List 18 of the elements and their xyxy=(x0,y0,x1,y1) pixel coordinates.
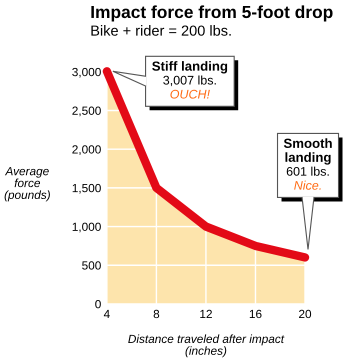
y-tick-label: 2,500 xyxy=(72,106,101,116)
y-axis-title: Average force (pounds) xyxy=(4,167,50,202)
x-tick-label: 16 xyxy=(250,310,262,318)
x-axis-title: Distance traveled after impact (inches) xyxy=(128,334,284,358)
y-tick-label: 2,000 xyxy=(72,145,101,155)
y-tick-label: 0 xyxy=(95,300,101,308)
x-tick-label: 20 xyxy=(299,310,312,318)
chart-title: Impact force from 5-foot drop xyxy=(91,5,333,22)
y-tick-label: 500 xyxy=(82,261,101,270)
chart-subtitle: Bike + rider = 200 lbs. xyxy=(91,25,231,36)
x-tick-label: 8 xyxy=(154,310,160,318)
x-tick-label: 4 xyxy=(104,310,110,318)
annotation: Smooth landing 601 lbs. Nice. xyxy=(284,138,332,190)
x-tick-label: 12 xyxy=(200,310,212,318)
y-tick-label: 1,500 xyxy=(72,184,101,194)
y-tick-label: 1,000 xyxy=(72,222,101,232)
annotation: Stiff landing 3,007 lbs. OUCH! xyxy=(152,61,228,99)
y-tick-label: 3,000 xyxy=(72,68,101,78)
